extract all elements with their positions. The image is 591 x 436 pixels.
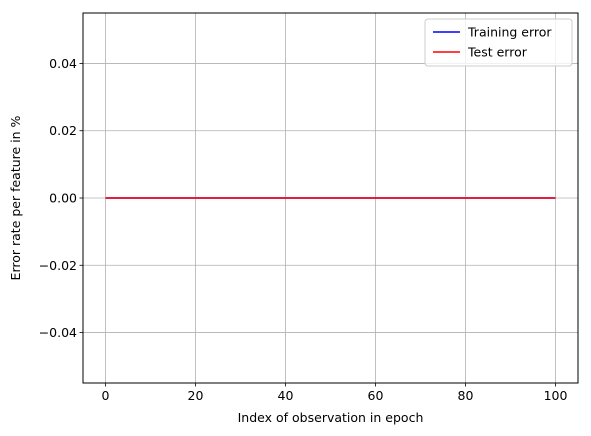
x-tick-label: 20 <box>188 388 204 403</box>
x-axis-label: Index of observation in epoch <box>238 410 424 425</box>
y-tick-label: 0.00 <box>49 191 77 206</box>
legend-label: Test error <box>467 45 528 60</box>
x-tick-label: 40 <box>278 388 294 403</box>
y-axis: 0.04 0.02 0.00 −0.02 −0.04 <box>39 56 83 340</box>
x-tick-label: 60 <box>368 388 384 403</box>
x-tick-label: 100 <box>544 388 568 403</box>
legend-box <box>424 18 573 67</box>
legend: Training error Test error <box>424 18 573 67</box>
y-tick-label: −0.02 <box>39 258 77 273</box>
x-tick-label: 0 <box>102 388 110 403</box>
y-axis-label: Error rate per feature in % <box>8 115 23 280</box>
y-tick-label: −0.04 <box>39 325 77 340</box>
y-tick-label: 0.02 <box>49 123 77 138</box>
legend-label: Training error <box>467 25 552 40</box>
y-tick-label: 0.04 <box>49 56 77 71</box>
x-axis: 0 20 40 60 80 100 <box>102 383 568 403</box>
x-tick-label: 80 <box>458 388 474 403</box>
